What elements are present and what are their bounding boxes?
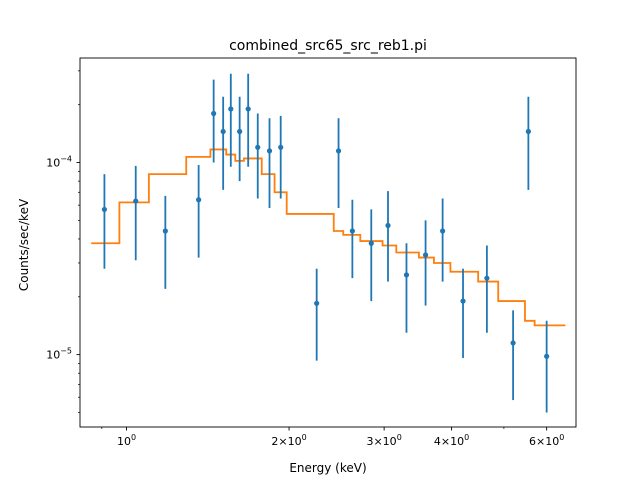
data-marker [211, 110, 217, 117]
data-marker [133, 198, 139, 204]
data-marker [220, 128, 226, 135]
x-tick-label-4: 4×100 [434, 433, 469, 448]
data-marker [510, 340, 516, 346]
data-point-4 [196, 165, 202, 258]
data-marker [196, 197, 202, 203]
data-point-19 [422, 220, 429, 306]
data-marker [314, 300, 320, 306]
data-marker [101, 206, 108, 213]
y-tick-label-2: 10−4 [46, 155, 72, 170]
data-marker [349, 228, 355, 234]
y-tick-label-1: 10−5 [46, 347, 72, 362]
data-point-16 [368, 209, 374, 302]
data-point-7 [228, 73, 234, 167]
data-marker [162, 228, 168, 234]
data-point-11 [266, 118, 273, 208]
data-marker [422, 252, 429, 258]
data-point-3 [162, 195, 168, 289]
data-marker [228, 106, 234, 112]
data-point-12 [278, 115, 284, 199]
data-marker [368, 240, 374, 246]
data-point-15 [349, 199, 355, 279]
data-point-5 [211, 79, 217, 163]
data-marker [255, 144, 261, 150]
data-point-25 [544, 320, 550, 413]
x-tick-label-2: 2×100 [271, 433, 306, 448]
data-point-17 [385, 191, 391, 282]
axes-frame [79, 57, 577, 428]
data-point-23 [510, 310, 516, 401]
data-marker [484, 275, 490, 281]
plot-area: 100 2×100 3×100 4×100 6×100 10−5 10−4 [46, 57, 577, 448]
data-point-21 [460, 268, 466, 359]
y-axis-label: Counts/sec/keV [17, 198, 31, 291]
data-point-14 [335, 118, 342, 208]
data-point-20 [440, 198, 446, 282]
chart-title: combined_src65_src_reb1.pi [229, 38, 427, 54]
data-point-24 [525, 96, 531, 190]
data-marker [525, 128, 531, 135]
data-point-1 [101, 174, 108, 269]
data-point-2 [133, 165, 139, 261]
x-axis-label: Energy (keV) [289, 461, 366, 475]
x-tick-label-1: 100 [117, 433, 136, 448]
data-point-18 [403, 243, 410, 333]
data-marker [385, 222, 391, 229]
data-marker [237, 128, 243, 135]
x-tick-label-5: 6×100 [529, 433, 564, 448]
model-step-line [91, 148, 566, 327]
data-point-13 [314, 268, 320, 361]
data-marker [335, 148, 342, 154]
data-marker [440, 228, 446, 234]
data-point-8 [237, 96, 243, 182]
data-point-6 [220, 96, 226, 190]
data-point-9 [245, 73, 251, 167]
data-marker [245, 106, 251, 112]
data-marker [266, 148, 273, 154]
x-tick-label-3: 3×100 [366, 433, 401, 448]
data-marker [278, 144, 284, 150]
data-marker [460, 298, 466, 304]
data-marker [544, 353, 550, 359]
data-point-22 [484, 245, 490, 333]
data-marker [403, 272, 410, 278]
data-point-10 [255, 113, 261, 199]
